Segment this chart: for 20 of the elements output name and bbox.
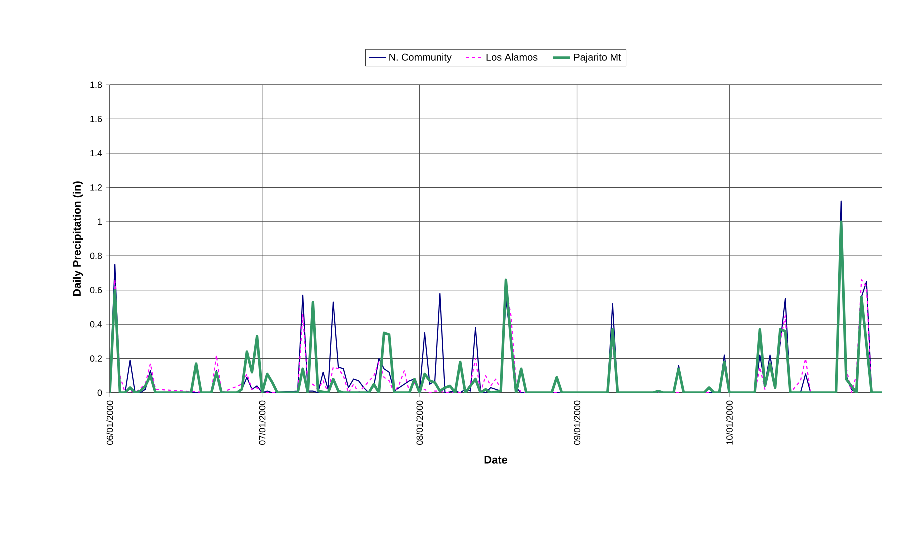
y-tick-label: 1: [98, 218, 102, 225]
legend-label: Pajarito Mt: [574, 54, 622, 63]
y-tick-label: 0.6: [90, 287, 102, 294]
legend-label: N. Community: [390, 54, 452, 63]
x-tick-label: 10/01/2000: [726, 400, 733, 445]
y-tick-label: 1.2: [90, 184, 102, 191]
y-tick-label: 0.8: [90, 252, 102, 260]
y-tick-label: 1.8: [90, 82, 102, 88]
x-tick-label: 08/01/2000: [416, 400, 424, 446]
y-tick-label: 0.4: [90, 321, 102, 328]
x-tick-label: 07/01/2000: [259, 400, 266, 446]
x-tick-label: 09/01/2000: [574, 400, 581, 446]
y-tick-label: 1.4: [90, 150, 102, 157]
legend-label: Los Alamos: [486, 54, 538, 61]
y-tick-label: 0: [98, 390, 102, 396]
y-tick-label: 0.2: [90, 356, 102, 362]
x-axis-title: Date: [484, 456, 508, 464]
y-axis-title: Daily Precipitation (in): [72, 182, 84, 296]
x-tick-label: 06/01/2000: [106, 400, 114, 446]
y-tick-label: 1.6: [90, 116, 102, 122]
